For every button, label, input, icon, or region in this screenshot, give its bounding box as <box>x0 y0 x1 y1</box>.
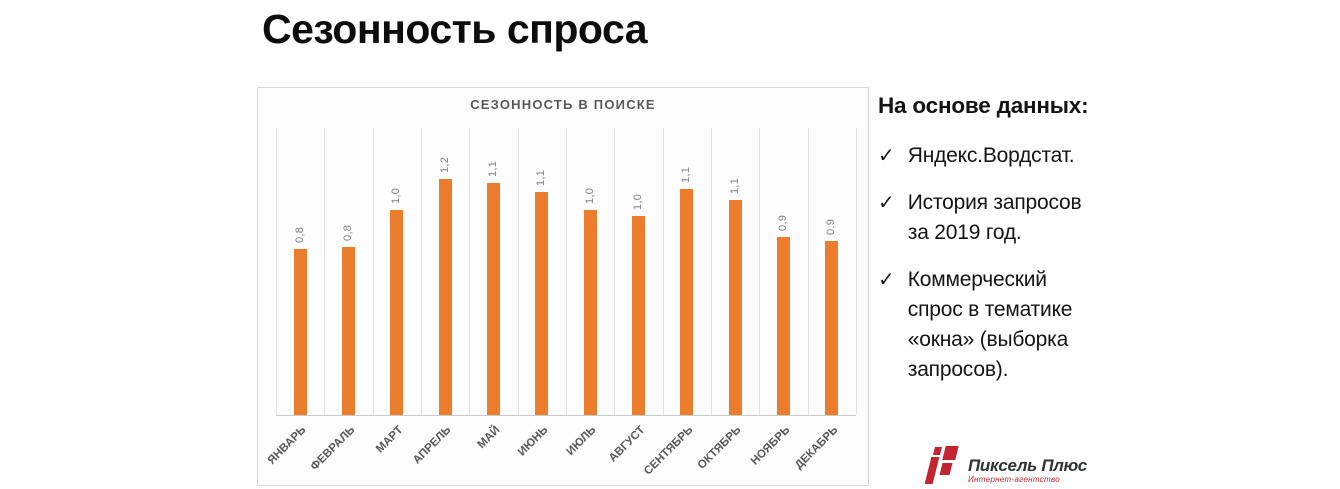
gridline <box>324 128 326 415</box>
list-item: ✓ Коммерческий спрос в тематике «окна» (… <box>878 265 1128 385</box>
logo-tagline: Интернет-агентство <box>968 475 1061 484</box>
logo-name: Пиксель Плюс <box>968 456 1087 475</box>
bar-value-label: 1,1 <box>728 177 741 194</box>
list-item: ✓ История запросов за 2019 год. <box>878 188 1128 248</box>
gridline <box>276 128 277 415</box>
chart-bar <box>535 192 549 415</box>
gridline <box>469 128 471 415</box>
chart-bar <box>680 189 694 415</box>
bullet-text: Коммерческий спрос в тематике «окна» (вы… <box>907 268 1073 381</box>
bullet-text: История запросов за 2019 год. <box>907 191 1082 244</box>
seasonality-bar-chart: СЕЗОННОСТЬ В ПОИСКЕ 0,8 ЯНВАРЬ 0,8 ФЕВРАЛЬ 1… <box>257 87 869 486</box>
chart-bar <box>583 210 597 415</box>
chart-bar <box>825 241 839 415</box>
chart-bar <box>487 183 500 415</box>
chart-bar <box>632 216 645 415</box>
bar-value-label: 0,8 <box>342 224 354 241</box>
chart-bar <box>342 247 355 415</box>
pixel-plus-logo: Пиксель Плюс Интернет-агентство <box>924 446 1087 485</box>
x-axis-line <box>276 415 856 416</box>
bar-value-label: 1,0 <box>632 193 644 210</box>
check-icon: ✓ <box>878 145 895 167</box>
bar-value-label: 1,1 <box>535 169 548 186</box>
chart-bar <box>293 249 307 415</box>
data-sources-list: ✓ Яндекс.Вордстат. ✓ История запросов за… <box>878 141 1128 385</box>
bullet-text: Яндекс.Вордстат. <box>907 144 1075 167</box>
list-item: ✓ Яндекс.Вордстат. <box>878 141 1128 171</box>
gridline <box>517 128 519 415</box>
chart-bar <box>728 200 742 415</box>
chart-bar <box>390 210 404 415</box>
bar-value-label: 1,1 <box>680 166 693 183</box>
chart-bar <box>777 237 790 415</box>
gridline <box>566 128 567 415</box>
chart-title: СЕЗОННОСТЬ В ПОИСКЕ <box>470 97 656 112</box>
gridline <box>662 128 664 415</box>
pixel-plus-logo-icon <box>924 446 959 485</box>
bar-value-label: 0,8 <box>293 226 306 243</box>
check-icon: ✓ <box>878 269 895 291</box>
bar-value-label: 0,9 <box>777 214 789 231</box>
bar-value-label: 1,1 <box>487 160 499 177</box>
gridline <box>807 128 809 415</box>
panel-heading: На основе данных: <box>878 93 1089 118</box>
bar-value-label: 1,0 <box>583 187 596 204</box>
gridline <box>856 128 857 415</box>
data-sources-panel: На основе данных: ✓ Яндекс.Вордстат. ✓ И… <box>878 93 1128 402</box>
gridline <box>372 128 374 415</box>
bar-value-label: 1,0 <box>390 187 403 204</box>
page-title: Сезонность спроса <box>262 6 648 52</box>
gridline <box>614 128 616 415</box>
gridline <box>711 128 712 415</box>
gridline <box>421 128 422 415</box>
bar-value-label: 0,9 <box>825 218 838 235</box>
bar-value-label: 1,2 <box>438 156 451 173</box>
gridline <box>759 128 761 415</box>
chart-bar <box>438 179 452 415</box>
check-icon: ✓ <box>878 192 895 214</box>
